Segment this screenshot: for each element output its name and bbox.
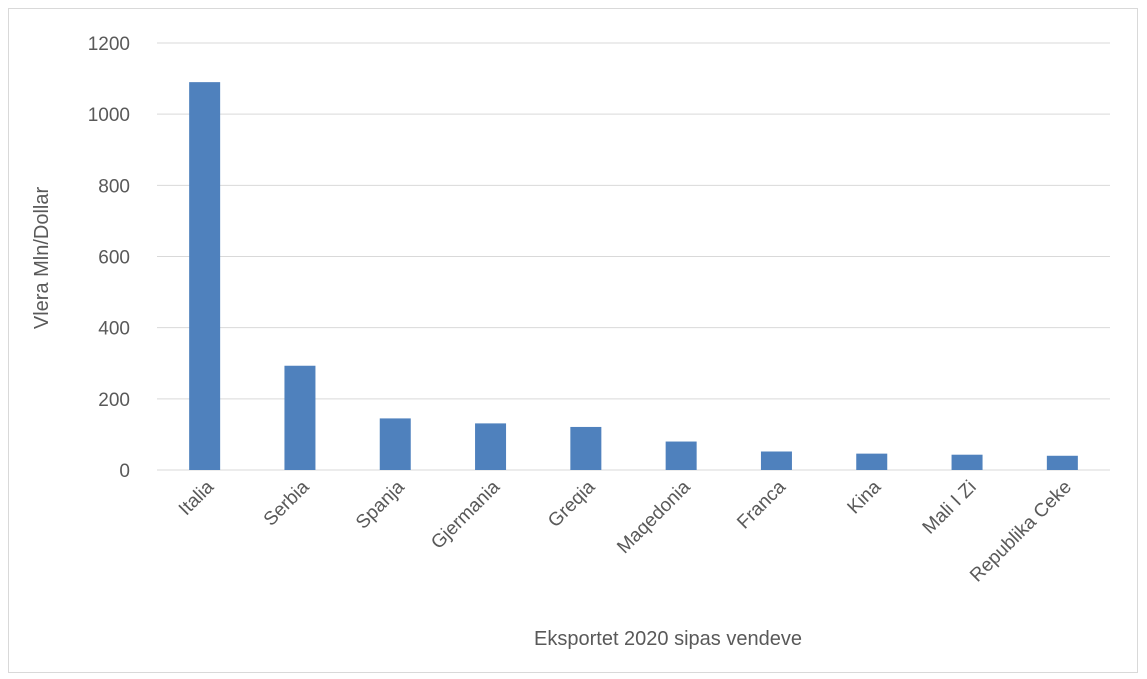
bar-italia	[189, 82, 221, 471]
x-tick-label: Maqedonia	[613, 476, 695, 558]
x-tick-label: Gjermania	[427, 476, 504, 553]
x-tick-label: Serbia	[260, 476, 314, 530]
y-tick-label: 200	[98, 390, 130, 411]
x-axis-title: Eksportet 2020 sipas vendeve	[534, 628, 802, 650]
x-tick-label: Franca	[733, 476, 790, 533]
y-tick-label: 400	[98, 319, 130, 340]
bar-mali-i-zi	[951, 454, 983, 470]
y-tick-label: 0	[119, 461, 130, 482]
y-axis-title: Vlera Mln/Dollar	[31, 187, 53, 330]
x-tick-label: Republika Ceke	[966, 477, 1076, 587]
bar-kina	[856, 453, 888, 470]
x-tick-label: Kina	[844, 476, 886, 518]
y-tick-label: 800	[98, 176, 130, 197]
x-tick-label: Greqia	[544, 476, 599, 531]
bars	[189, 82, 1078, 471]
y-tick-labels: 0 200 400 600 800 1000 1200	[88, 34, 130, 482]
y-tick-label: 1200	[88, 34, 130, 55]
bar-spanja	[379, 418, 411, 470]
x-tick-label: Italia	[175, 476, 219, 520]
x-tick-label: Mali I Zi	[919, 477, 981, 539]
y-tick-label: 1000	[88, 105, 130, 126]
bar-serbia	[284, 365, 316, 470]
x-tick-label: Spanja	[352, 476, 409, 533]
x-tick-labels: Italia Serbia Spanja Gjermania Greqia Maqedon…	[175, 476, 1076, 586]
bar-republika-ceke	[1046, 455, 1078, 470]
bar-greqia	[570, 426, 602, 470]
gridlines	[157, 42, 1110, 471]
bar-franca	[760, 451, 792, 470]
bar-maqedonia	[665, 441, 697, 470]
bar-gjermania	[475, 423, 507, 470]
y-tick-label: 600	[98, 248, 130, 269]
